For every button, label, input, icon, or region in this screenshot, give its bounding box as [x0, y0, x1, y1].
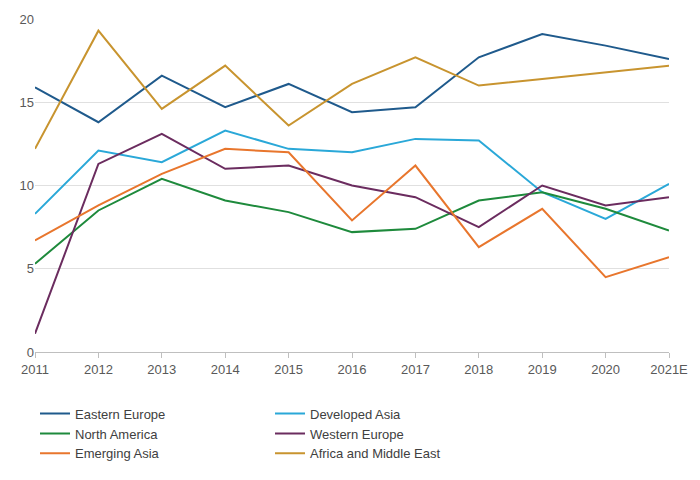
svg-text:Western Europe: Western Europe [310, 427, 404, 442]
svg-text:North America: North America [75, 427, 158, 442]
svg-text:Africa and Middle East: Africa and Middle East [310, 446, 440, 461]
svg-text:0: 0 [27, 345, 34, 360]
svg-text:2019: 2019 [528, 362, 557, 377]
svg-text:20: 20 [20, 12, 34, 27]
svg-text:2014: 2014 [211, 362, 240, 377]
svg-text:Developed Asia: Developed Asia [310, 407, 401, 422]
svg-text:2015: 2015 [274, 362, 303, 377]
svg-text:2013: 2013 [147, 362, 176, 377]
svg-text:2021E: 2021E [650, 362, 688, 377]
svg-text:2012: 2012 [84, 362, 113, 377]
svg-text:Emerging Asia: Emerging Asia [75, 446, 160, 461]
svg-text:2018: 2018 [464, 362, 493, 377]
svg-text:2020: 2020 [591, 362, 620, 377]
svg-text:10: 10 [20, 178, 34, 193]
svg-text:2017: 2017 [401, 362, 430, 377]
svg-text:Eastern Europe: Eastern Europe [75, 407, 165, 422]
svg-text:5: 5 [27, 261, 34, 276]
svg-text:15: 15 [20, 95, 34, 110]
svg-text:2016: 2016 [338, 362, 367, 377]
svg-text:2011: 2011 [21, 362, 49, 377]
